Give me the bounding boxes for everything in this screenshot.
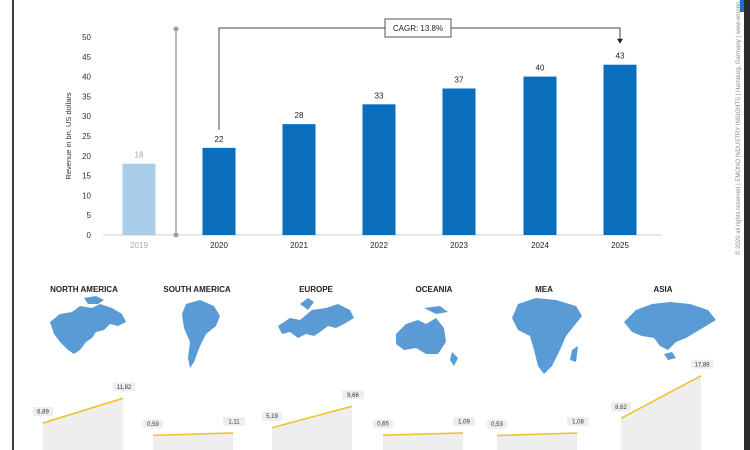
data-label: 43 <box>616 52 625 61</box>
x-tick-label: 2025 <box>611 241 629 250</box>
start-label-bg <box>143 419 163 429</box>
data-label: 18 <box>135 151 144 160</box>
start-label-bg <box>487 419 507 429</box>
data-label: 22 <box>215 135 224 144</box>
left-border <box>12 0 14 450</box>
region-title: MEA <box>535 285 553 294</box>
end-value-label: 17,89 <box>694 362 710 368</box>
cagr-arrowhead <box>617 38 623 44</box>
x-tick-label: 2021 <box>290 241 308 250</box>
bar-2023 <box>442 88 476 235</box>
y-tick-label: 30 <box>82 112 91 121</box>
divider-dot-top <box>173 26 179 32</box>
y-tick-label: 50 <box>82 33 91 42</box>
north-america-map-icon <box>50 296 126 354</box>
y-tick-label: 40 <box>82 73 91 82</box>
data-label: 28 <box>295 111 304 120</box>
asia-map-icon <box>624 302 716 360</box>
y-tick-label: 25 <box>82 132 91 141</box>
region-area <box>497 433 577 450</box>
end-value-label: 1,09 <box>458 419 470 425</box>
region-trend-line <box>152 432 234 437</box>
start-value-label: 6,89 <box>37 410 49 416</box>
start-label-bg <box>33 407 53 417</box>
cagr-box <box>384 18 452 38</box>
y-tick-label: 0 <box>87 231 92 240</box>
x-tick-label: 2020 <box>210 241 228 250</box>
y-tick-label: 5 <box>87 211 92 220</box>
divider-dot-bottom <box>173 232 179 238</box>
x-tick-label: 2024 <box>531 241 549 250</box>
data-label: 33 <box>375 91 384 100</box>
bar-2024 <box>523 76 557 235</box>
end-value-label: 9,66 <box>347 393 359 399</box>
region-area <box>272 406 352 450</box>
end-label-bg <box>342 390 364 400</box>
mea-map-icon <box>512 298 582 374</box>
start-label-bg <box>373 419 393 429</box>
region-title: ASIA <box>653 285 672 294</box>
revenue-bar-chart: Revenue in bn. US dollars051015202530354… <box>64 18 662 250</box>
bar-2025 <box>603 64 637 235</box>
bar-2020 <box>202 147 236 235</box>
end-value-label: 1,11 <box>228 419 240 425</box>
regional-growth-panels: NORTH AMERICA 6,89 11,82 SOUTH AMERICA 0,59 1… <box>33 285 716 450</box>
y-tick-label: 20 <box>82 152 91 161</box>
start-label-bg <box>262 411 282 421</box>
end-label-bg <box>453 416 475 426</box>
data-label: 37 <box>455 75 464 84</box>
region-area <box>43 398 123 450</box>
region-trend-line <box>496 432 578 437</box>
south-america-map-icon <box>182 300 220 368</box>
end-label-bg <box>567 417 589 427</box>
y-tick-label: 35 <box>82 92 91 101</box>
start-value-label: 5,19 <box>266 414 278 420</box>
start-value-label: 0,65 <box>377 422 389 428</box>
region-title: SOUTH AMERICA <box>163 285 230 294</box>
y-tick-label: 15 <box>82 172 91 181</box>
brand-logo-strip <box>740 0 744 12</box>
y-tick-label: 10 <box>82 191 91 200</box>
end-label-bg <box>113 382 135 392</box>
y-tick-label: 45 <box>82 53 91 62</box>
region-area <box>621 375 701 450</box>
oceania-map-icon <box>396 306 458 366</box>
cagr-bracket <box>218 27 621 130</box>
x-tick-label: 2019 <box>130 241 148 250</box>
right-border <box>744 0 750 450</box>
bar-2019 <box>122 163 156 235</box>
bar-2022 <box>362 104 396 235</box>
start-value-label: 0,53 <box>491 422 503 428</box>
y-axis-label: Revenue in bn. US dollars <box>64 92 73 179</box>
start-value-label: 8,62 <box>615 405 627 411</box>
start-value-label: 0,59 <box>147 422 159 428</box>
region-trend-line <box>271 405 353 429</box>
region-area <box>383 432 463 450</box>
start-label-bg <box>611 402 631 412</box>
region-title: OCEANIA <box>416 285 453 294</box>
end-label-bg <box>223 416 245 426</box>
region-title: NORTH AMERICA <box>50 285 118 294</box>
bar-2021 <box>282 124 316 235</box>
region-area <box>153 432 233 450</box>
cagr-label: CAGR: 13.8% <box>393 24 443 33</box>
data-label: 40 <box>536 64 545 73</box>
region-trend-line <box>620 375 702 420</box>
europe-map-icon <box>278 298 354 338</box>
end-label-bg <box>691 359 713 369</box>
region-title: EUROPE <box>299 285 333 294</box>
x-tick-label: 2022 <box>370 241 388 250</box>
end-value-label: 1,08 <box>572 420 584 426</box>
region-trend-line <box>382 432 464 437</box>
region-trend-line <box>42 397 124 424</box>
end-value-label: 11,82 <box>117 385 132 391</box>
x-tick-label: 2023 <box>450 241 468 250</box>
